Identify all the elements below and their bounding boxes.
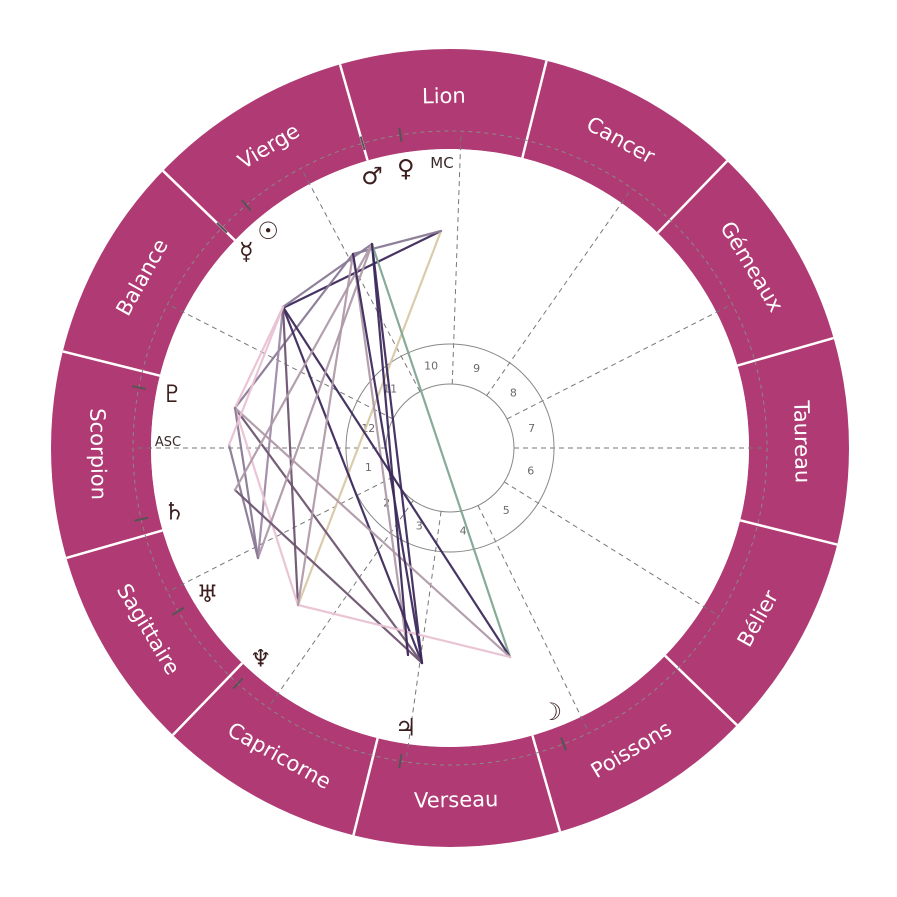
sign-label-verseau: Verseau <box>414 787 499 812</box>
aspect-line <box>351 252 424 665</box>
sign-divider <box>664 654 738 727</box>
house-cusp-11 <box>300 167 421 392</box>
house-number-6: 6 <box>527 465 534 478</box>
sign-divider <box>521 60 548 159</box>
planet-ticks <box>131 127 568 769</box>
wheel-group: 123456789101112 MC ASC ♂♀☿☉♇♄♅♆♃☽ <box>131 127 768 769</box>
mars-icon: ♂ <box>361 162 383 190</box>
sign-label-taureau: Taureau <box>789 399 814 483</box>
sign-label-scorpion: Scorpion <box>85 408 111 500</box>
aspect-line <box>351 252 410 657</box>
pluto-tick <box>131 385 146 390</box>
house-number-1: 1 <box>365 461 372 474</box>
saturn-tick <box>134 516 149 522</box>
sign-divider <box>171 662 244 736</box>
moon-tick <box>560 737 568 751</box>
neptune-icon: ♆ <box>250 644 272 672</box>
house-cusp-10 <box>451 131 462 385</box>
mercury-icon: ☿ <box>239 237 254 265</box>
aspect-line <box>233 305 285 410</box>
aspect-line <box>296 603 512 659</box>
aspect-line <box>233 406 512 659</box>
aspect-line <box>233 406 300 607</box>
aspect-line <box>370 242 410 657</box>
aspect-line <box>296 252 355 607</box>
mars-tick <box>359 136 366 151</box>
inner-house-ring-outer <box>345 343 555 553</box>
aspect-line <box>370 242 512 659</box>
uranus-icon: ♅ <box>197 580 219 608</box>
mercury-tick <box>216 222 228 234</box>
saturn-icon: ♄ <box>163 498 185 526</box>
venus-icon: ♀ <box>397 154 415 182</box>
house-number-8: 8 <box>510 386 517 399</box>
sign-divider <box>62 350 161 377</box>
house-number-7: 7 <box>528 422 535 435</box>
aspect-line <box>233 406 424 665</box>
neptune-tick <box>232 677 244 690</box>
aspect-lines <box>227 229 512 665</box>
sun-icon: ☉ <box>257 217 279 245</box>
aspect-line <box>281 305 300 607</box>
house-number-5: 5 <box>503 504 510 517</box>
house-cusp-9 <box>486 188 633 396</box>
planet-glyphs: ♂ ♀ ☿☉ ♇ ♄ ♅ ♆ ♃ ☽ <box>161 154 562 741</box>
zodiac-ring <box>51 49 849 847</box>
aspect-line <box>370 242 424 665</box>
jupiter-tick <box>398 754 403 769</box>
aspect-line <box>227 443 260 560</box>
aspect-line <box>233 406 260 560</box>
sign-divider <box>66 529 163 560</box>
aspect-line <box>281 242 374 309</box>
aspect-line <box>233 488 424 665</box>
aspect-line <box>281 305 424 665</box>
aspect-line <box>227 305 285 447</box>
house-cusp-2 <box>167 476 394 593</box>
jupiter-icon: ♃ <box>395 714 417 742</box>
house-cusp-3 <box>267 500 414 708</box>
inner-house-ring-inner <box>385 383 515 513</box>
sun-tick <box>240 199 252 212</box>
sign-divider <box>352 737 379 836</box>
house-number-3: 3 <box>416 520 423 533</box>
sign-dividers <box>62 60 838 836</box>
sign-divider <box>737 336 834 367</box>
sign-divider <box>739 519 838 546</box>
sign-divider <box>656 160 729 234</box>
venus-tick <box>398 127 403 142</box>
sign-divider <box>531 735 562 832</box>
house-number-9: 9 <box>473 362 480 375</box>
house-number-4: 4 <box>460 524 467 537</box>
mc-label: MC <box>430 154 453 172</box>
house-cusp-6 <box>504 481 720 617</box>
uranus-tick <box>171 606 185 616</box>
house-cusp-12 <box>167 303 394 420</box>
sign-label-lion: Lion <box>422 84 466 109</box>
aspect-line <box>281 305 512 659</box>
house-cusp-5 <box>477 505 590 734</box>
house-number-10: 10 <box>424 360 438 373</box>
asc-label: ASC <box>155 435 181 450</box>
aspect-line <box>296 229 443 607</box>
aspect-line <box>256 242 374 560</box>
house-cusp-8 <box>506 303 733 420</box>
pluto-icon: ♇ <box>161 380 183 408</box>
moon-icon: ☽ <box>541 698 563 726</box>
